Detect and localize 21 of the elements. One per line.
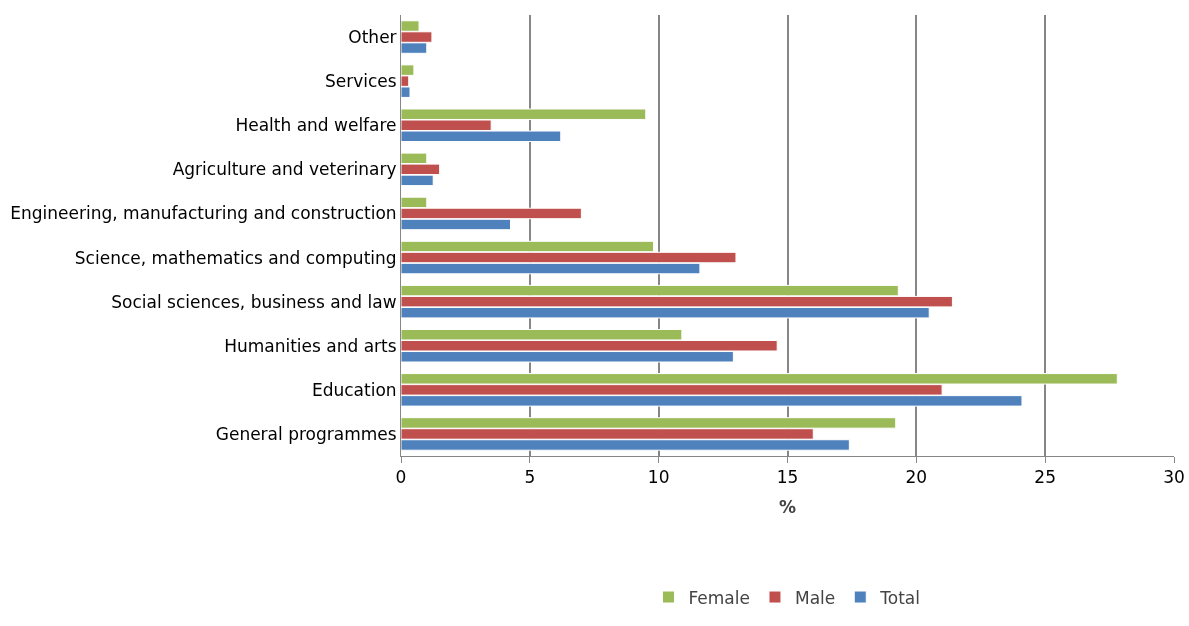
legend-label: Female (688, 587, 750, 608)
x-axis-title: % (778, 496, 797, 517)
y-tick-label: Science, mathematics and computing (74, 247, 397, 268)
y-tick-label: Other (348, 27, 397, 47)
y-tick-label: Social sciences, business and law (111, 291, 397, 312)
y-tick-label: Health and welfare (235, 115, 397, 136)
y-tick-label: Engineering, manufacturing and construction (10, 203, 397, 224)
y-tick-label: Humanities and arts (224, 335, 397, 356)
y-tick-label: General programmes (215, 423, 397, 444)
legend-label: Male (794, 587, 836, 608)
x-tick-label: 5 (524, 467, 536, 488)
legend-label: Total (879, 587, 920, 608)
x-tick-label: 20 (905, 467, 928, 488)
y-tick-label: Agriculture and veterinary (172, 159, 397, 180)
y-tick-label: Education (311, 379, 397, 400)
y-tick-label: Services (324, 71, 397, 92)
x-tick-label: 30 (1163, 467, 1185, 488)
x-tick-label: 25 (1034, 467, 1056, 488)
x-tick-label: 10 (647, 467, 670, 488)
x-tick-label: 15 (776, 467, 799, 488)
x-tick-label: 0 (395, 467, 407, 488)
